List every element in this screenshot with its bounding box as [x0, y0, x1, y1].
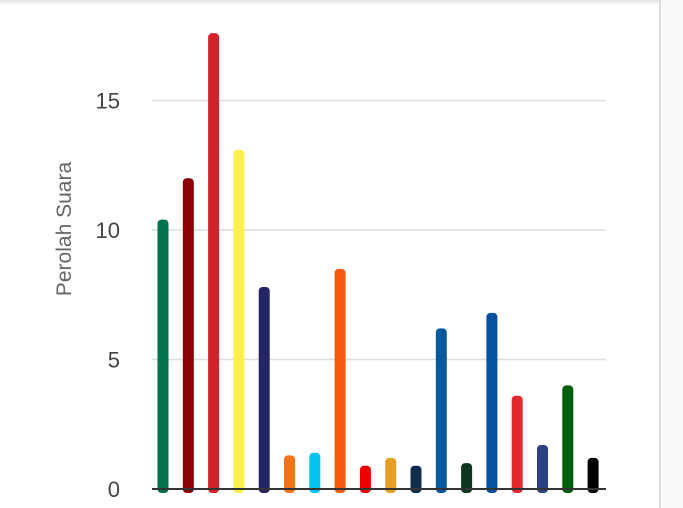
y-tick-labels: 0 5 10 15 — [96, 89, 120, 503]
bar[interactable] — [284, 455, 295, 493]
panel-border — [659, 0, 661, 508]
y-tick-label: 10 — [96, 218, 120, 243]
bars — [157, 33, 599, 493]
bar[interactable] — [587, 457, 599, 493]
gridlines — [152, 99, 606, 361]
bar[interactable] — [511, 395, 523, 493]
bar[interactable] — [359, 465, 371, 493]
bar[interactable] — [385, 457, 397, 493]
bar[interactable] — [410, 465, 422, 493]
bar[interactable] — [157, 219, 169, 493]
bar[interactable] — [486, 312, 498, 493]
bar[interactable] — [435, 328, 447, 493]
top-shadow — [0, 0, 660, 5]
bar[interactable] — [461, 463, 473, 493]
bar[interactable] — [258, 286, 270, 493]
y-tick-label: 0 — [108, 477, 120, 502]
y-axis-label: Perolah Suara — [53, 162, 76, 297]
bar[interactable] — [182, 178, 194, 493]
bar[interactable] — [208, 33, 220, 493]
y-tick-label: 15 — [96, 89, 120, 114]
bar[interactable] — [562, 385, 574, 493]
y-tick-label: 5 — [108, 348, 120, 373]
bar[interactable] — [309, 452, 321, 493]
bar[interactable] — [537, 444, 548, 493]
bar[interactable] — [334, 268, 346, 493]
scroll-strip[interactable] — [661, 0, 683, 508]
bar[interactable] — [233, 149, 245, 493]
